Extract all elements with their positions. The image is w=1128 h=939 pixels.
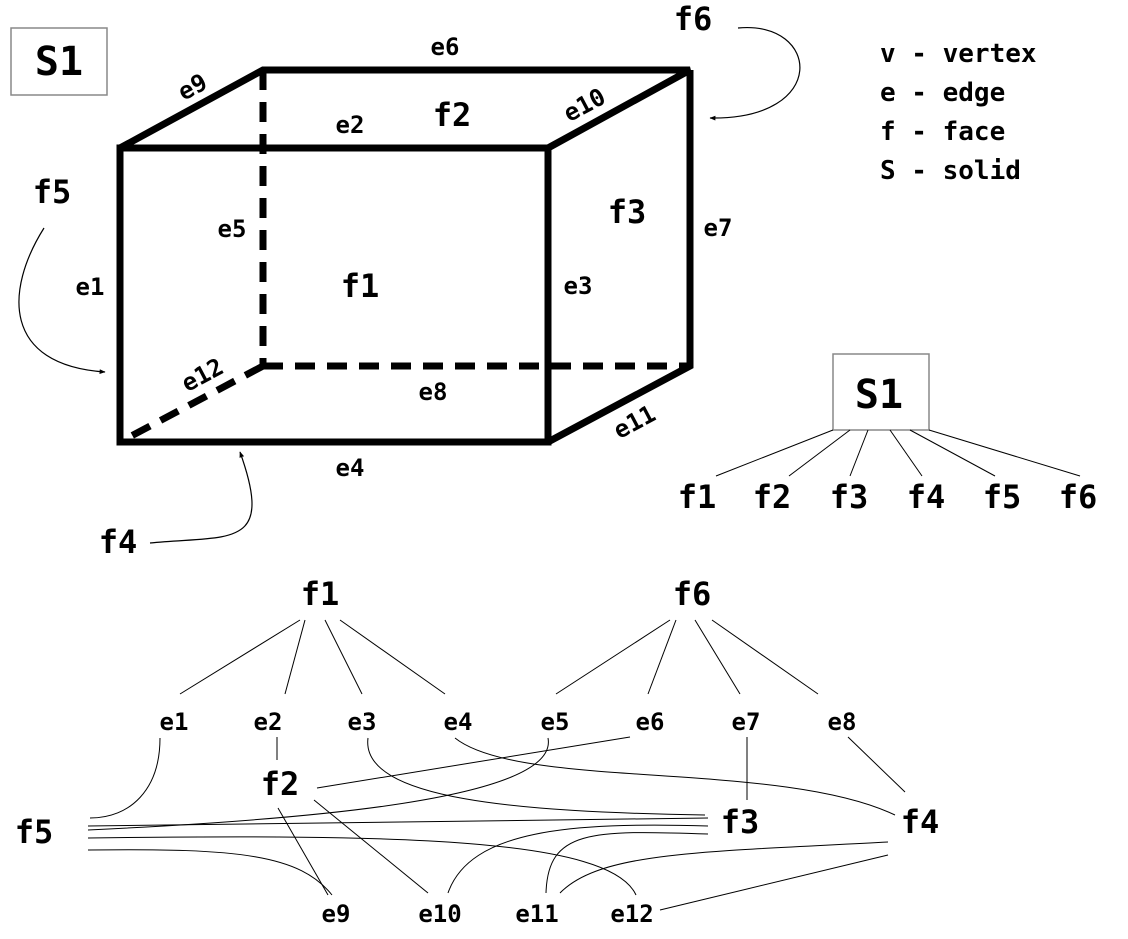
legend-item-solid: S - solid: [880, 156, 1021, 186]
graph-edge-e5: e5: [541, 708, 570, 736]
legend: v - vertex e - edge f - face S - solid: [880, 39, 1037, 186]
graph-edge-e8: e8: [828, 708, 857, 736]
graph-edge-e12: e12: [610, 900, 653, 928]
legend-item-face: f - face: [880, 117, 1005, 147]
solid-tree-child-f2: f2: [753, 478, 792, 516]
cube-face-label-f2: f2: [433, 96, 472, 134]
solid-tree-child-f1: f1: [678, 478, 717, 516]
cube-edge-label-e8: e8: [419, 378, 448, 406]
cube-top-face: [118, 66, 692, 152]
cube-edge-label-e7: e7: [704, 214, 733, 242]
arrow-f6: [709, 27, 801, 121]
solid-tree-child-f6: f6: [1059, 478, 1098, 516]
cube-edge-label-e4: e4: [336, 454, 365, 482]
cube-edge-label-e1: e1: [76, 273, 105, 301]
graph-face-f5: f5: [15, 813, 54, 851]
solid-tree-child-f5: f5: [983, 478, 1022, 516]
graph-edge-e3: e3: [348, 708, 377, 736]
legend-item-vertex: v - vertex: [880, 39, 1037, 69]
solid-label: S1: [35, 39, 83, 85]
graph-edge-e10: e10: [418, 900, 461, 928]
cube-edge-e12: [118, 362, 265, 446]
arrow-f5: [18, 227, 106, 375]
face-edge-graph: f1 f6 e1 e2 e3 e4 e5 e6 e7 e8 f2 f5 f3 f…: [15, 575, 940, 928]
cube-edge-label-e2: e2: [336, 111, 365, 139]
cube-edge-label-e3: e3: [564, 272, 593, 300]
solid-label-box: S1: [10, 27, 108, 96]
graph-edge-e11: e11: [515, 900, 558, 928]
graph-edge-e7: e7: [732, 708, 761, 736]
graph-face-f2: f2: [261, 765, 300, 803]
cube-face-label-f4: f4: [99, 523, 138, 561]
graph-edge-e6: e6: [636, 708, 665, 736]
graph-face-f6: f6: [673, 575, 712, 613]
solid-tree-child-f4: f4: [907, 478, 946, 516]
cube-front-face: [116, 144, 552, 446]
solid-tree: S1 f1 f2 f3 f4 f5 f6: [678, 353, 1098, 516]
arrow-f4: [149, 451, 253, 544]
graph-face-f1: f1: [301, 575, 340, 613]
graph-edge-e1: e1: [160, 708, 189, 736]
cube-face-label-f1: f1: [341, 267, 380, 305]
cube-right-face: [546, 70, 694, 446]
graph-edge-e9: e9: [322, 900, 351, 928]
cube-face-label-f5: f5: [33, 173, 72, 211]
cube-face-label-f6: f6: [674, 0, 713, 38]
solid-tree-root: S1: [855, 372, 903, 418]
legend-item-edge: e - edge: [880, 78, 1005, 108]
graph-edge-e4: e4: [444, 708, 473, 736]
cube-edge-label-e6: e6: [431, 33, 460, 61]
graph-edge-e2: e2: [254, 708, 283, 736]
graph-face-f3: f3: [721, 803, 760, 841]
graph-face-f4: f4: [901, 803, 940, 841]
solid-tree-child-f3: f3: [830, 478, 869, 516]
cube: [116, 66, 694, 446]
cube-face-label-f3: f3: [608, 193, 647, 231]
cube-edge-label-e5: e5: [218, 215, 247, 243]
